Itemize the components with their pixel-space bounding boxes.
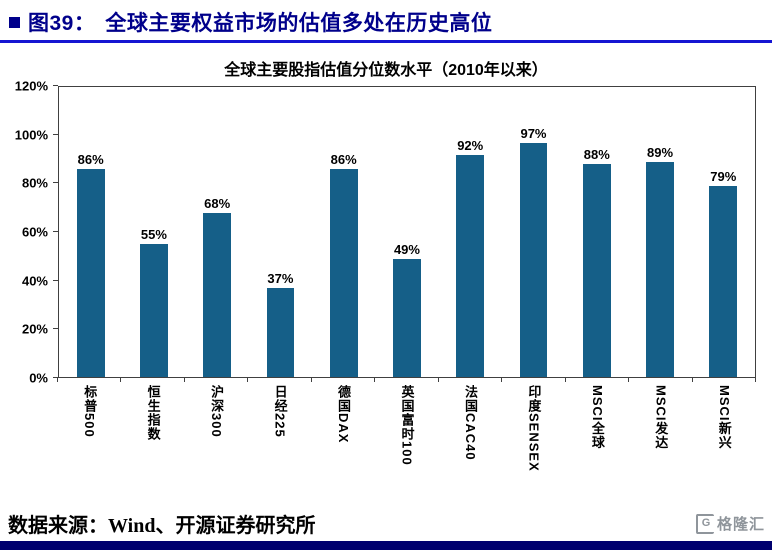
x-axis-tick-mark [374, 378, 376, 382]
x-axis-category: 英国富时100 [375, 378, 438, 490]
figure-header: 图39： 全球主要权益市场的估值多处在历史高位 [9, 7, 492, 37]
x-axis-label: 印度SENSEX [526, 385, 542, 472]
gelonghui-logo-icon: G [695, 513, 714, 534]
x-axis-tick-mark [691, 378, 693, 382]
x-axis-tick-mark [247, 378, 249, 382]
x-axis-category: 恒生指数 [121, 378, 184, 490]
bar-value-label: 89% [647, 144, 674, 160]
x-axis-label: 德国DAX [336, 385, 352, 444]
source-note: 数据来源：Wind、开源证券研究所 [8, 515, 316, 537]
y-axis-tick-label: 120% [14, 78, 48, 94]
y-axis-tick-label: 100% [14, 127, 48, 143]
bar [709, 186, 738, 377]
bar-value-label: 49% [393, 241, 420, 257]
x-axis-tick-mark [755, 378, 756, 382]
x-axis-label: MSCI新兴 [716, 385, 732, 450]
x-axis-label: 沪深300 [209, 385, 225, 438]
y-axis-tick-mark [53, 182, 58, 184]
y-axis-tick-mark [53, 85, 58, 86]
bar [646, 161, 674, 377]
chart: 0% 20% 40% 60% 80% 100% 120% 86% 55% 68% 37% 86% 49… [0, 80, 772, 496]
x-axis-tick-mark [564, 378, 566, 382]
bar [203, 212, 232, 377]
x-axis-tick-mark [57, 378, 58, 382]
y-axis-tick-mark [53, 133, 58, 135]
bar-value-label: 86% [330, 152, 357, 168]
y-axis-tick-label: 80% [21, 175, 48, 191]
chart-title: 全球主要股指估值分位数水平（2010年以来） [224, 62, 548, 79]
bar [582, 164, 611, 377]
bar-column: 37% [249, 87, 312, 377]
bars-row: 86% 55% 68% 37% 86% 49% 92% 97% 88% 89% 79% [59, 87, 755, 377]
bar-value-label: 97% [520, 125, 547, 141]
bar-value-label: 37% [267, 270, 294, 286]
x-axis-label: 恒生指数 [145, 385, 161, 441]
bar [519, 142, 548, 377]
bar-value-label: 92% [457, 137, 484, 153]
x-axis-category: 法国CAC40 [439, 378, 502, 490]
bar-column: 92% [439, 87, 502, 377]
bar [393, 258, 421, 377]
bar [266, 287, 295, 377]
bar-value-label: 55% [140, 227, 167, 243]
x-axis-tick-mark [501, 378, 503, 382]
x-axis-tick-mark [183, 378, 185, 382]
y-axis-tick-mark [53, 328, 58, 330]
figure-number: 图39： [28, 12, 96, 35]
bar-column: 68% [186, 87, 249, 377]
bar-column: 49% [375, 87, 438, 377]
x-axis-tick-mark [628, 378, 630, 382]
x-axis-label: 标普500 [82, 385, 98, 438]
bar-column: 55% [122, 87, 185, 377]
header-underline [0, 40, 772, 43]
bar-column: 86% [312, 87, 375, 377]
bar-value-label: 68% [204, 195, 231, 211]
gelonghui-logo: G 格隆汇 [695, 513, 765, 534]
x-axis-category: 印度SENSEX [502, 378, 565, 490]
x-axis-label: 法国CAC40 [462, 385, 478, 461]
y-axis-tick-mark [53, 231, 58, 232]
x-axis-category: MSCI发达 [629, 378, 692, 490]
y-axis: 0% 20% 40% 60% 80% 100% 120% [0, 80, 58, 385]
plot-area: 86% 55% 68% 37% 86% 49% 92% 97% 88% 89% 79% [58, 86, 756, 378]
header-bullet-square [9, 16, 20, 28]
x-axis-category: 日经225 [248, 378, 311, 490]
x-labels-row: 标普500 恒生指数 沪深300 日经225 德国DAX 英国富时100 法国CAC40 印度… [57, 378, 756, 490]
y-axis-tick-mark [53, 279, 58, 281]
y-axis-tick-label: 40% [21, 273, 48, 289]
bar-column: 89% [628, 87, 691, 377]
x-axis-label: 英国富时100 [399, 385, 415, 466]
bottom-bar [0, 541, 772, 550]
bar-column: 88% [565, 87, 628, 377]
bar-column: 86% [59, 87, 122, 377]
x-axis-label: MSCI发达 [653, 385, 669, 450]
y-axis-tick-label: 60% [21, 224, 48, 240]
bar-column: 97% [502, 87, 565, 377]
x-axis-category: MSCI新兴 [693, 378, 756, 490]
y-axis-tick-label: 0% [29, 370, 48, 386]
x-axis-tick-mark [310, 378, 312, 382]
bar [456, 154, 485, 377]
gelonghui-logo-text: 格隆汇 [716, 516, 765, 533]
bar-value-label: 79% [710, 169, 737, 185]
bar [329, 169, 358, 377]
x-axis-label: 日经225 [272, 385, 288, 438]
x-axis-category: 德国DAX [312, 378, 375, 490]
x-axis-category: 标普500 [58, 378, 121, 490]
x-axis-category: MSCI全球 [566, 378, 629, 490]
bar [139, 244, 168, 377]
figure-title: 全球主要权益市场的估值多处在历史高位 [105, 12, 493, 35]
bar-value-label: 86% [77, 152, 104, 168]
y-axis-tick-label: 20% [21, 321, 48, 337]
x-axis-tick-mark [120, 378, 122, 382]
bar [76, 169, 105, 377]
y-axis-tick-mark [53, 377, 58, 378]
x-axis-label: MSCI全球 [589, 385, 605, 450]
bar-value-label: 88% [583, 147, 610, 163]
x-axis-category: 沪深300 [185, 378, 248, 490]
x-axis-tick-mark [437, 378, 439, 382]
bar-column: 79% [692, 87, 755, 377]
